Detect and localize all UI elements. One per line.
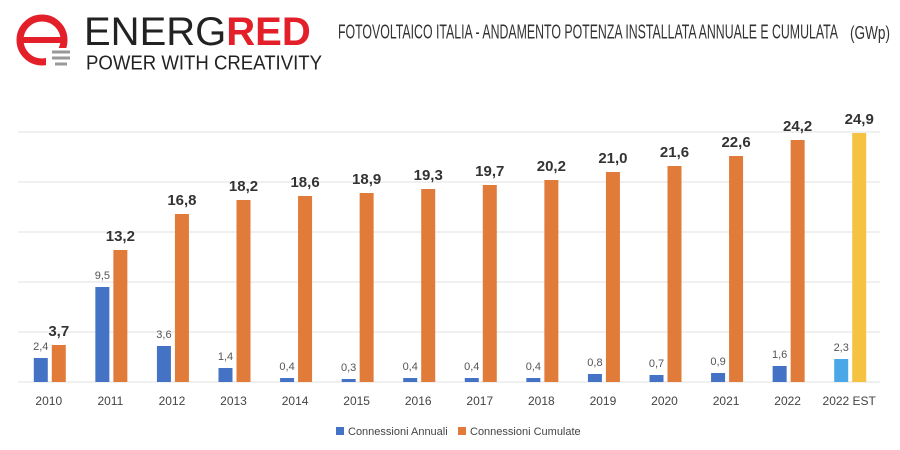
tagline: POWER WITH CREATIVITY: [86, 52, 322, 74]
bar: [790, 140, 805, 382]
value-label: 0,4: [526, 361, 541, 373]
bar: [649, 375, 664, 382]
value-label: 24,2: [783, 118, 812, 135]
value-label: 2,3: [834, 342, 849, 354]
x-tick-label: 2010: [35, 394, 62, 408]
bar: [218, 368, 233, 382]
x-tick-label: 2021: [713, 394, 740, 408]
value-label: 2,4: [33, 341, 48, 353]
value-label: 0,4: [279, 361, 294, 373]
value-label: 0,4: [464, 361, 479, 373]
legend-label: Connessioni Annuali: [348, 426, 448, 438]
x-tick-label: 2016: [405, 394, 432, 408]
x-tick-label: 2012: [159, 394, 186, 408]
value-label: 3,6: [156, 329, 171, 341]
bar: [482, 185, 497, 382]
x-tick-label: 2013: [220, 394, 247, 408]
bar: [587, 374, 602, 382]
legend-swatch: [336, 427, 344, 435]
bar: [667, 166, 682, 382]
value-label: 18,6: [290, 174, 319, 191]
bar: [280, 378, 295, 382]
bar: [33, 358, 48, 382]
value-label: 3,7: [48, 323, 69, 340]
logo-icon: [16, 14, 72, 68]
bar: [605, 172, 620, 382]
bar: [711, 373, 726, 382]
value-label: 19,7: [475, 163, 504, 180]
x-tick-label: 2017: [466, 394, 493, 408]
x-tick-label: 2014: [282, 394, 309, 408]
value-label: 0,8: [587, 357, 602, 369]
bar: [834, 359, 849, 382]
value-label: 13,2: [106, 228, 135, 245]
value-label: 0,4: [403, 361, 418, 373]
bar: [852, 133, 867, 382]
value-label: 18,9: [352, 171, 381, 188]
bar: [772, 366, 787, 382]
value-label: 16,8: [167, 192, 196, 209]
brand: ENERGRED: [84, 10, 311, 54]
bar: [236, 200, 251, 382]
value-label: 9,5: [95, 270, 110, 282]
legend-label: Connessioni Cumulate: [470, 426, 581, 438]
value-label: 0,7: [649, 358, 664, 370]
bar: [464, 378, 479, 382]
bar: [526, 378, 541, 382]
bar: [544, 180, 559, 382]
value-label: 20,2: [537, 158, 566, 175]
bar: [156, 346, 171, 382]
chart-title: FOTOVOLTAICO ITALIA - ANDAMENTO POTENZA …: [338, 21, 838, 43]
x-tick-label: 2018: [528, 394, 555, 408]
x-tick-label: 2020: [651, 394, 678, 408]
value-label: 22,6: [721, 134, 750, 151]
value-label: 0,9: [710, 356, 725, 368]
brand-b: RED: [226, 10, 310, 54]
value-label: 24,9: [845, 111, 874, 128]
value-label: 21,6: [660, 144, 689, 161]
x-tick-label: 2011: [97, 394, 123, 408]
bar: [95, 287, 110, 382]
bar: [298, 196, 313, 382]
legend-swatch: [458, 427, 466, 435]
brand-a: ENERG: [84, 10, 226, 54]
value-label: 19,3: [414, 167, 443, 184]
bar: [421, 189, 436, 382]
x-tick-label: 2015: [343, 394, 370, 408]
value-label: 21,0: [598, 150, 627, 167]
bar: [729, 156, 744, 382]
bar: [51, 345, 66, 382]
x-tick-label: 2022 EST: [823, 394, 877, 408]
bar: [341, 379, 356, 382]
value-label: 1,4: [218, 351, 233, 363]
value-label: 0,3: [341, 362, 356, 374]
bar: [174, 214, 189, 382]
value-label: 1,6: [772, 349, 787, 361]
bar: [403, 378, 418, 382]
value-label: 18,2: [229, 178, 258, 195]
x-tick-label: 2022: [774, 394, 801, 408]
x-tick-label: 2019: [590, 394, 617, 408]
unit: (GWp): [850, 23, 890, 43]
bar: [359, 193, 374, 382]
bar: [113, 250, 128, 382]
